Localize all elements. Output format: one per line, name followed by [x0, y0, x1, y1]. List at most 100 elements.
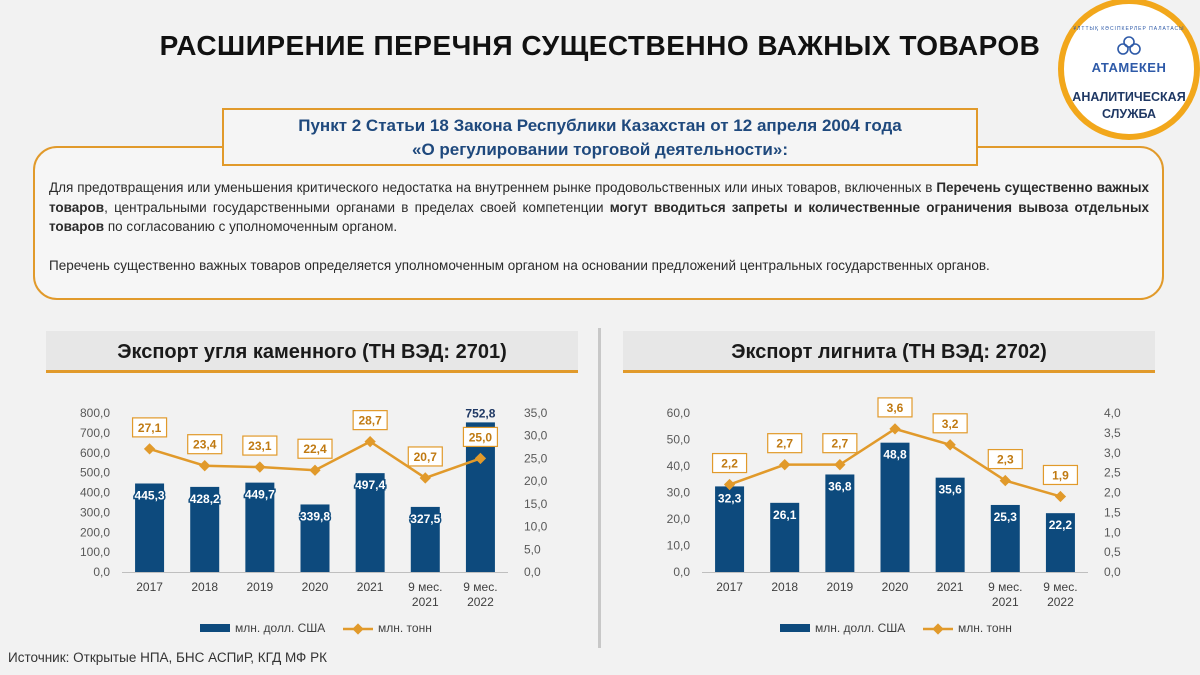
- bar: [935, 477, 965, 572]
- bar: [410, 506, 440, 572]
- y-right-tick-label: 25,0: [524, 451, 548, 465]
- y-right-tick-label: 35,0: [524, 406, 548, 420]
- line-point: [834, 459, 846, 471]
- x-tick-label: 2021: [992, 595, 1019, 609]
- bar: [355, 473, 385, 572]
- x-tick-label: 2022: [1047, 595, 1074, 609]
- y-right-tick-label: 0,0: [524, 565, 541, 579]
- x-tick-label: 2019: [827, 580, 854, 594]
- line-label-box: [932, 413, 968, 434]
- line-label-box: [131, 417, 168, 438]
- line-data-label: 3,2: [942, 417, 959, 431]
- y-left-tick-label: 500,0: [80, 466, 110, 480]
- x-tick-label: 2021: [357, 580, 384, 594]
- x-tick-label: 9 мес.: [463, 580, 497, 594]
- line-data-label: 28,7: [358, 414, 382, 428]
- bar: [770, 502, 800, 572]
- y-right-tick-label: 2,5: [1104, 466, 1121, 480]
- y-left-tick-label: 50,0: [667, 433, 691, 447]
- legend-line-label: млн. тонн: [378, 621, 432, 635]
- bar-data-label: 752,8: [465, 406, 495, 420]
- line-point: [999, 474, 1011, 487]
- line-data-label: 2,7: [776, 437, 793, 451]
- law-p1-bold-list: Перечень существенно важных товаров: [49, 180, 1149, 215]
- line-label-box: [187, 434, 223, 455]
- atameken-emblem-icon: [1117, 36, 1141, 55]
- y-right-tick-label: 3,5: [1104, 426, 1121, 440]
- law-heading: Пункт 2 Статьи 18 Закона Республики Каза…: [222, 108, 978, 166]
- y-left-tick-label: 600,0: [80, 446, 110, 460]
- line-label-box: [462, 426, 499, 448]
- bar-data-label: 497,4: [355, 478, 385, 492]
- line-label-box: [1042, 464, 1079, 486]
- y-left-tick-label: 40,0: [667, 459, 691, 473]
- y-right-tick-label: 10,0: [524, 520, 548, 534]
- bar: [715, 486, 745, 572]
- bar: [245, 482, 275, 572]
- legend-line-marker: [932, 623, 944, 635]
- legend-line-label: млн. тонн: [958, 621, 1012, 635]
- bar-data-label: 32,3: [718, 491, 742, 505]
- y-right-tick-label: 0,5: [1104, 545, 1121, 559]
- logo-service-line2: СЛУЖБА: [1101, 107, 1157, 121]
- logo-service-line1: АНАЛИТИЧЕСКАЯ: [1072, 90, 1186, 104]
- bar-data-label: 327,5: [410, 512, 440, 526]
- law-p1-part-a: Для предотвращения или уменьшения критич…: [49, 180, 937, 195]
- bar-data-label: 48,8: [883, 448, 907, 462]
- y-right-tick-label: 3,0: [1104, 446, 1121, 460]
- y-left-tick-label: 400,0: [80, 486, 110, 500]
- x-tick-label: 2018: [191, 580, 218, 594]
- y-left-tick-label: 30,0: [667, 486, 691, 500]
- x-tick-label: 2022: [467, 595, 494, 609]
- y-left-tick-label: 60,0: [667, 406, 691, 420]
- line-point: [254, 461, 266, 473]
- line-label-box: [877, 397, 913, 418]
- legend-line-marker: [352, 623, 364, 635]
- x-tick-label: 2018: [771, 580, 798, 594]
- bar-data-label: 25,3: [994, 510, 1018, 524]
- x-tick-label: 9 мес.: [408, 580, 442, 594]
- y-left-tick-label: 0,0: [93, 565, 110, 579]
- law-paragraph-1: Для предотвращения или уменьшения критич…: [49, 178, 1149, 237]
- line-data-label: 2,3: [997, 453, 1014, 467]
- y-left-tick-label: 10,0: [667, 539, 691, 553]
- bar: [990, 504, 1020, 572]
- bar: [825, 474, 855, 572]
- coal-chart-title: Экспорт угля каменного (ТН ВЭД: 2701): [46, 331, 578, 373]
- law-heading-line1: Пункт 2 Статьи 18 Закона Республики Каза…: [298, 116, 902, 135]
- line-data-label: 23,4: [193, 438, 217, 452]
- line-point: [944, 439, 956, 451]
- bar: [1045, 513, 1075, 572]
- x-tick-label: 9 мес.: [1043, 580, 1077, 594]
- x-tick-label: 2017: [716, 580, 743, 594]
- bar-data-label: 445,3: [135, 488, 165, 502]
- line-data-label: 23,1: [248, 439, 272, 453]
- bar-data-label: 449,7: [245, 488, 275, 502]
- y-left-tick-label: 20,0: [667, 512, 691, 526]
- y-left-tick-label: 200,0: [80, 525, 110, 539]
- y-right-tick-label: 15,0: [524, 497, 548, 511]
- law-paragraph-2: Перечень существенно важных товаров опре…: [49, 257, 990, 273]
- y-right-tick-label: 5,0: [524, 542, 541, 556]
- bar: [880, 442, 910, 572]
- legend-bar-swatch: [200, 624, 230, 632]
- line-point: [143, 443, 156, 455]
- bar: [135, 483, 165, 572]
- y-right-tick-label: 2,0: [1104, 486, 1121, 500]
- bar-data-label: 26,1: [773, 508, 797, 522]
- y-right-tick-label: 1,0: [1104, 525, 1121, 539]
- law-p1-bold-restrictions: могут вводиться запреты и количественные…: [49, 199, 1149, 235]
- bar-data-label: 428,2: [190, 492, 220, 506]
- y-left-tick-label: 0,0: [673, 565, 690, 579]
- y-right-tick-label: 30,0: [524, 429, 548, 443]
- coal-export-chart: 0,0 100,0 200,0 300,0 400,0 500,0 600,0 700,0 80…: [80, 406, 548, 635]
- y-right-tick-label: 4,0: [1104, 406, 1121, 420]
- law-p1-part-e: по согласованию с уполномоченным органом…: [104, 219, 398, 234]
- line-data-label: 22,4: [303, 442, 327, 456]
- line-label-box: [242, 435, 278, 456]
- bar-data-label: 36,8: [828, 479, 852, 493]
- line-point: [1054, 490, 1067, 503]
- panel-divider: [598, 328, 601, 648]
- y-left-tick-label: 700,0: [80, 426, 110, 440]
- line-label-box: [767, 433, 803, 454]
